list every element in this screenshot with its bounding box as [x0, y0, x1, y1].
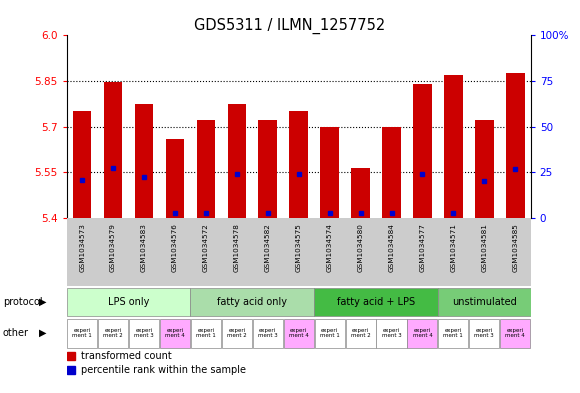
Text: experi
ment 2: experi ment 2: [227, 328, 246, 338]
Text: GSM1034574: GSM1034574: [327, 223, 333, 272]
Bar: [438, 288, 531, 316]
Bar: [506, 73, 524, 218]
Text: GSM1034576: GSM1034576: [172, 223, 178, 272]
Bar: [104, 83, 122, 218]
Bar: [413, 84, 432, 218]
Bar: [314, 319, 345, 347]
Text: experi
ment 3: experi ment 3: [382, 328, 401, 338]
Text: GSM1034584: GSM1034584: [389, 223, 394, 272]
Text: GSM1034585: GSM1034585: [512, 223, 519, 272]
Text: GSM1034577: GSM1034577: [419, 223, 426, 272]
Bar: [227, 104, 246, 218]
Text: GSM1034575: GSM1034575: [296, 223, 302, 272]
Bar: [190, 288, 314, 316]
Text: GSM1034572: GSM1034572: [203, 223, 209, 272]
Text: transformed count: transformed count: [81, 351, 171, 361]
Text: GSM1034580: GSM1034580: [357, 223, 364, 272]
Bar: [314, 288, 438, 316]
Text: experi
ment 4: experi ment 4: [412, 328, 432, 338]
Bar: [376, 319, 407, 347]
Text: GSM1034579: GSM1034579: [110, 223, 116, 272]
Text: experi
ment 2: experi ment 2: [351, 328, 371, 338]
Bar: [98, 319, 128, 347]
Text: experi
ment 1: experi ment 1: [320, 328, 339, 338]
Bar: [166, 139, 184, 218]
Bar: [191, 319, 221, 347]
Text: experi
ment 3: experi ment 3: [258, 328, 278, 338]
Bar: [346, 319, 376, 347]
Bar: [407, 319, 437, 347]
Bar: [67, 319, 97, 347]
Bar: [135, 104, 153, 218]
Text: GSM1034573: GSM1034573: [79, 223, 85, 272]
Bar: [259, 121, 277, 218]
Bar: [438, 319, 469, 347]
Bar: [444, 75, 463, 218]
Bar: [469, 319, 499, 347]
Bar: [475, 121, 494, 218]
Text: GSM1034582: GSM1034582: [264, 223, 271, 272]
Text: GDS5311 / ILMN_1257752: GDS5311 / ILMN_1257752: [194, 18, 386, 34]
Bar: [284, 319, 314, 347]
Text: GSM1034583: GSM1034583: [141, 223, 147, 272]
Text: GSM1034581: GSM1034581: [481, 223, 487, 272]
Text: experi
ment 2: experi ment 2: [103, 328, 123, 338]
Text: protocol: protocol: [3, 297, 42, 307]
Bar: [253, 319, 283, 347]
Text: experi
ment 4: experi ment 4: [289, 328, 309, 338]
Bar: [289, 111, 308, 218]
Bar: [197, 121, 215, 218]
Text: experi
ment 1: experi ment 1: [444, 328, 463, 338]
Bar: [500, 319, 530, 347]
Text: other: other: [3, 328, 29, 338]
Text: percentile rank within the sample: percentile rank within the sample: [81, 365, 245, 375]
Bar: [73, 111, 92, 218]
Bar: [160, 319, 190, 347]
Bar: [320, 127, 339, 218]
Text: ▶: ▶: [39, 328, 47, 338]
Bar: [382, 127, 401, 218]
Text: fatty acid only: fatty acid only: [218, 297, 287, 307]
Text: ▶: ▶: [39, 297, 47, 307]
Bar: [67, 288, 190, 316]
Text: experi
ment 4: experi ment 4: [165, 328, 185, 338]
Text: unstimulated: unstimulated: [452, 297, 517, 307]
Text: LPS only: LPS only: [108, 297, 149, 307]
Text: GSM1034571: GSM1034571: [450, 223, 456, 272]
Text: fatty acid + LPS: fatty acid + LPS: [337, 297, 415, 307]
Bar: [222, 319, 252, 347]
Bar: [129, 319, 159, 347]
Bar: [351, 167, 370, 218]
Text: experi
ment 4: experi ment 4: [505, 328, 525, 338]
Text: GSM1034578: GSM1034578: [234, 223, 240, 272]
Text: experi
ment 3: experi ment 3: [474, 328, 494, 338]
Text: experi
ment 3: experi ment 3: [134, 328, 154, 338]
Text: experi
ment 1: experi ment 1: [196, 328, 216, 338]
Text: experi
ment 1: experi ment 1: [72, 328, 92, 338]
